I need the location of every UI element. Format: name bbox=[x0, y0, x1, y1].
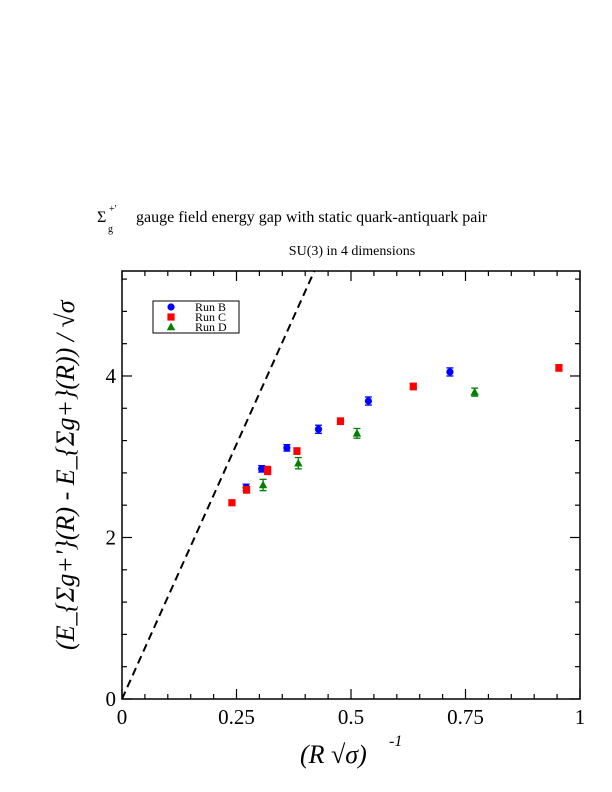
legend-marker bbox=[166, 322, 176, 331]
x-tick-label: 1 bbox=[575, 705, 586, 729]
x-tick-label: 0.25 bbox=[218, 705, 255, 729]
data-point bbox=[470, 387, 479, 396]
legend-label: Run B bbox=[195, 300, 226, 314]
legend-marker bbox=[167, 313, 175, 321]
series-3 bbox=[258, 387, 479, 492]
y-tick-label: 2 bbox=[106, 525, 117, 549]
reference-line-group bbox=[121, 270, 316, 700]
legend-box bbox=[152, 300, 240, 334]
data-point bbox=[364, 397, 373, 405]
data-points bbox=[228, 364, 563, 507]
x-tick-label: 0 bbox=[117, 705, 128, 729]
plot-area bbox=[121, 270, 581, 700]
chart-title-group: Σ +' g gauge field energy gap with stati… bbox=[97, 204, 488, 235]
legend-marker bbox=[167, 303, 175, 311]
data-point bbox=[409, 382, 417, 391]
data-point bbox=[258, 480, 268, 489]
data-point bbox=[336, 417, 345, 425]
title-subscript: g bbox=[108, 224, 113, 235]
data-point bbox=[242, 486, 251, 494]
axis-ticks bbox=[121, 271, 581, 700]
data-point bbox=[293, 447, 301, 455]
x-axis-label-exponent: -1 bbox=[389, 733, 402, 750]
data-point bbox=[283, 444, 291, 452]
data-point bbox=[264, 466, 272, 475]
title-superscript: +' bbox=[109, 204, 117, 215]
x-axis-label-group: (R √σ) -1 bbox=[300, 733, 402, 769]
data-point bbox=[258, 465, 266, 473]
y-tick-label: 4 bbox=[106, 364, 117, 388]
data-point bbox=[352, 428, 362, 437]
x-tick-label: 0.5 bbox=[338, 705, 364, 729]
x-tick-label: 0.75 bbox=[447, 705, 484, 729]
title-symbol: Σ bbox=[97, 209, 106, 226]
reference-line bbox=[121, 270, 316, 700]
data-point bbox=[555, 364, 563, 372]
chart-title: gauge field energy gap with static quark… bbox=[136, 209, 488, 226]
chart-subtitle: SU(3) in 4 dimensions bbox=[289, 244, 415, 259]
y-tick-label: 0 bbox=[106, 687, 117, 711]
series-2 bbox=[228, 364, 563, 507]
data-point bbox=[294, 458, 303, 467]
y-tick-labels: 0 2 4 bbox=[106, 364, 117, 711]
y-axis-label-group: (E_{Σg+'}(R) - E_{Σg+}(R)) / √σ bbox=[51, 299, 80, 650]
x-tick-labels: 0 0.25 0.5 0.75 1 bbox=[117, 705, 586, 729]
legend-label: Run C bbox=[195, 310, 226, 324]
legend-label: Run D bbox=[195, 320, 227, 334]
data-point bbox=[314, 425, 323, 433]
data-point bbox=[228, 499, 236, 507]
data-point bbox=[446, 368, 454, 376]
y-axis-label: (E_{Σg+'}(R) - E_{Σg+}(R)) / √σ bbox=[51, 299, 80, 650]
x-axis-label: (R √σ) bbox=[300, 740, 367, 769]
series-1 bbox=[242, 367, 454, 492]
